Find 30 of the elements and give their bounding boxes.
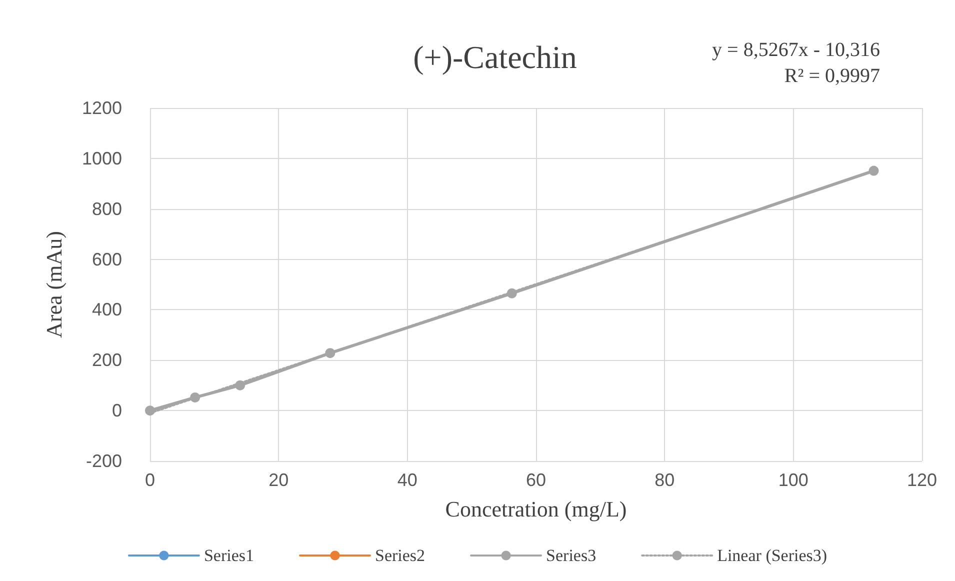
y-tick-label: -200 <box>86 451 122 471</box>
point <box>145 406 155 416</box>
y-tick-label: 1000 <box>82 148 122 168</box>
point <box>325 348 336 358</box>
legend-label: Series1 <box>204 546 254 565</box>
point <box>235 380 246 390</box>
y-axis-title: Area (mAu) <box>42 231 66 338</box>
text: R² = 0,9997 <box>784 65 880 87</box>
legend-label: Linear (Series3) <box>717 546 828 565</box>
x-axis-title: Concetration (mg/L) <box>445 496 627 522</box>
y-tick-label: 0 <box>112 400 122 421</box>
chart-title: (+)-Catechin <box>413 39 577 75</box>
x-tick-label: 80 <box>654 470 675 490</box>
legend-label: Series2 <box>374 546 426 565</box>
x-tick-label: 120 <box>906 470 938 490</box>
text: y = 8,5267x - 10,316 <box>712 39 880 61</box>
y-tick-label: 1200 <box>82 98 122 118</box>
y-tick-label: 400 <box>92 300 122 320</box>
x-tick-label: 40 <box>397 470 418 490</box>
y-tick-label: 200 <box>92 350 122 370</box>
x-tick-label: 0 <box>144 470 156 490</box>
point <box>190 392 200 402</box>
x-tick-label: 60 <box>526 470 546 490</box>
point <box>506 288 517 298</box>
y-tick-label: 600 <box>92 249 122 270</box>
x-tick-label: 20 <box>268 470 289 490</box>
point <box>868 166 879 176</box>
x-tick-label: 100 <box>778 470 808 490</box>
legend-label: Series3 <box>546 546 596 565</box>
y-tick-label: 800 <box>92 198 122 219</box>
